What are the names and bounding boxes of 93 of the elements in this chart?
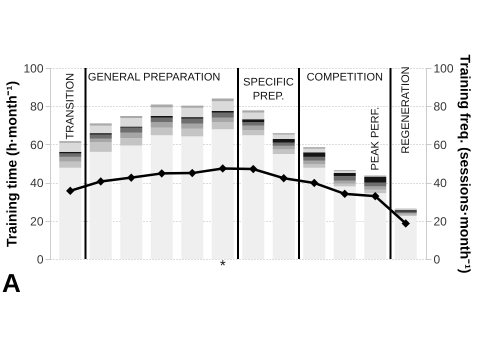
- y-tick-label: 60: [30, 138, 44, 152]
- bar: [181, 136, 204, 259]
- y2-tick-label: 20: [434, 214, 448, 228]
- bar: [212, 98, 234, 102]
- text: A: [2, 268, 21, 299]
- y2-tick-label: 100: [434, 62, 454, 76]
- bar: [272, 134, 295, 140]
- point: [158, 169, 166, 178]
- bar: [272, 139, 295, 143]
- bar: [59, 156, 82, 162]
- bar: [242, 135, 264, 259]
- point: [340, 190, 349, 198]
- bar: [120, 128, 142, 133]
- y2-tick-label: 40: [434, 176, 448, 190]
- bar: [212, 117, 234, 122]
- bar: [181, 108, 204, 118]
- bar: [242, 110, 264, 113]
- bar: [303, 148, 326, 152]
- point: [188, 168, 196, 178]
- bar: [242, 122, 264, 126]
- point: [127, 173, 136, 182]
- y-tick-label: 20: [30, 214, 44, 228]
- annotation: GENERAL PREPARATION: [88, 72, 220, 84]
- bar: [364, 176, 386, 183]
- bar: [181, 124, 204, 129]
- bar: [59, 153, 82, 157]
- bar: [120, 116, 142, 118]
- point: [249, 164, 258, 174]
- bar: [150, 128, 173, 136]
- point: [96, 177, 105, 186]
- annotation: REGENERATION: [400, 66, 412, 154]
- point: [66, 186, 74, 195]
- bar: [90, 126, 112, 134]
- bar: [59, 162, 82, 168]
- annotation: SPECIFIC PREP.: [243, 76, 294, 102]
- bar: [59, 142, 82, 152]
- bar: [394, 216, 417, 259]
- bar: [272, 149, 295, 154]
- bar: [150, 117, 173, 122]
- bar: [303, 152, 326, 157]
- bar: [150, 104, 173, 108]
- bar: [150, 122, 173, 128]
- y-tick-label: 0: [36, 252, 44, 266]
- bar: [120, 132, 142, 138]
- bar: [150, 135, 173, 259]
- bar: [272, 142, 295, 146]
- point: [218, 164, 227, 173]
- bar: [90, 134, 112, 138]
- bar: [272, 146, 295, 150]
- y-tick-label: 40: [30, 176, 44, 190]
- y-axis-title: Training time (h·month⁻¹): [3, 81, 20, 247]
- annotation: PEAK PERF.: [369, 106, 382, 170]
- bar: [242, 119, 264, 122]
- bar: [212, 112, 234, 118]
- bar: [90, 138, 112, 142]
- bar: [212, 122, 234, 130]
- y2-tick-label: 60: [434, 138, 448, 152]
- point: [402, 219, 410, 228]
- bar: [242, 112, 264, 120]
- point: [371, 192, 380, 200]
- bar: [181, 128, 204, 136]
- bar: [334, 173, 356, 176]
- bar: [364, 186, 386, 190]
- bar: [212, 101, 234, 111]
- bar: [212, 129, 234, 259]
- annotation: *: [220, 258, 226, 275]
- annotation: TRANSITION: [64, 72, 76, 140]
- bar: [272, 154, 295, 259]
- bar: [334, 180, 356, 184]
- bar: [181, 118, 204, 124]
- bar: [120, 146, 142, 259]
- bar: [334, 186, 356, 259]
- point: [280, 174, 288, 182]
- bar: [120, 118, 142, 127]
- bar: [303, 160, 326, 164]
- point: [310, 178, 318, 188]
- bar: [242, 126, 264, 130]
- annotation: COMPETITION: [306, 72, 383, 84]
- bar: [150, 107, 173, 116]
- bar: [303, 168, 326, 259]
- bar: [242, 130, 264, 136]
- bar: [334, 176, 356, 180]
- y2-axis-title: Training freq. (sessions·month⁻¹): [458, 54, 474, 274]
- y2-tick-label: 80: [434, 100, 448, 114]
- bar: [303, 156, 326, 160]
- bar: [59, 168, 82, 259]
- bar: [364, 189, 386, 194]
- bar: [364, 193, 386, 259]
- y-tick-label: 80: [30, 100, 44, 114]
- bar: [90, 152, 112, 259]
- bar: [364, 182, 386, 186]
- y-tick-label: 100: [23, 62, 44, 76]
- y2-tick-label: 0: [434, 252, 440, 266]
